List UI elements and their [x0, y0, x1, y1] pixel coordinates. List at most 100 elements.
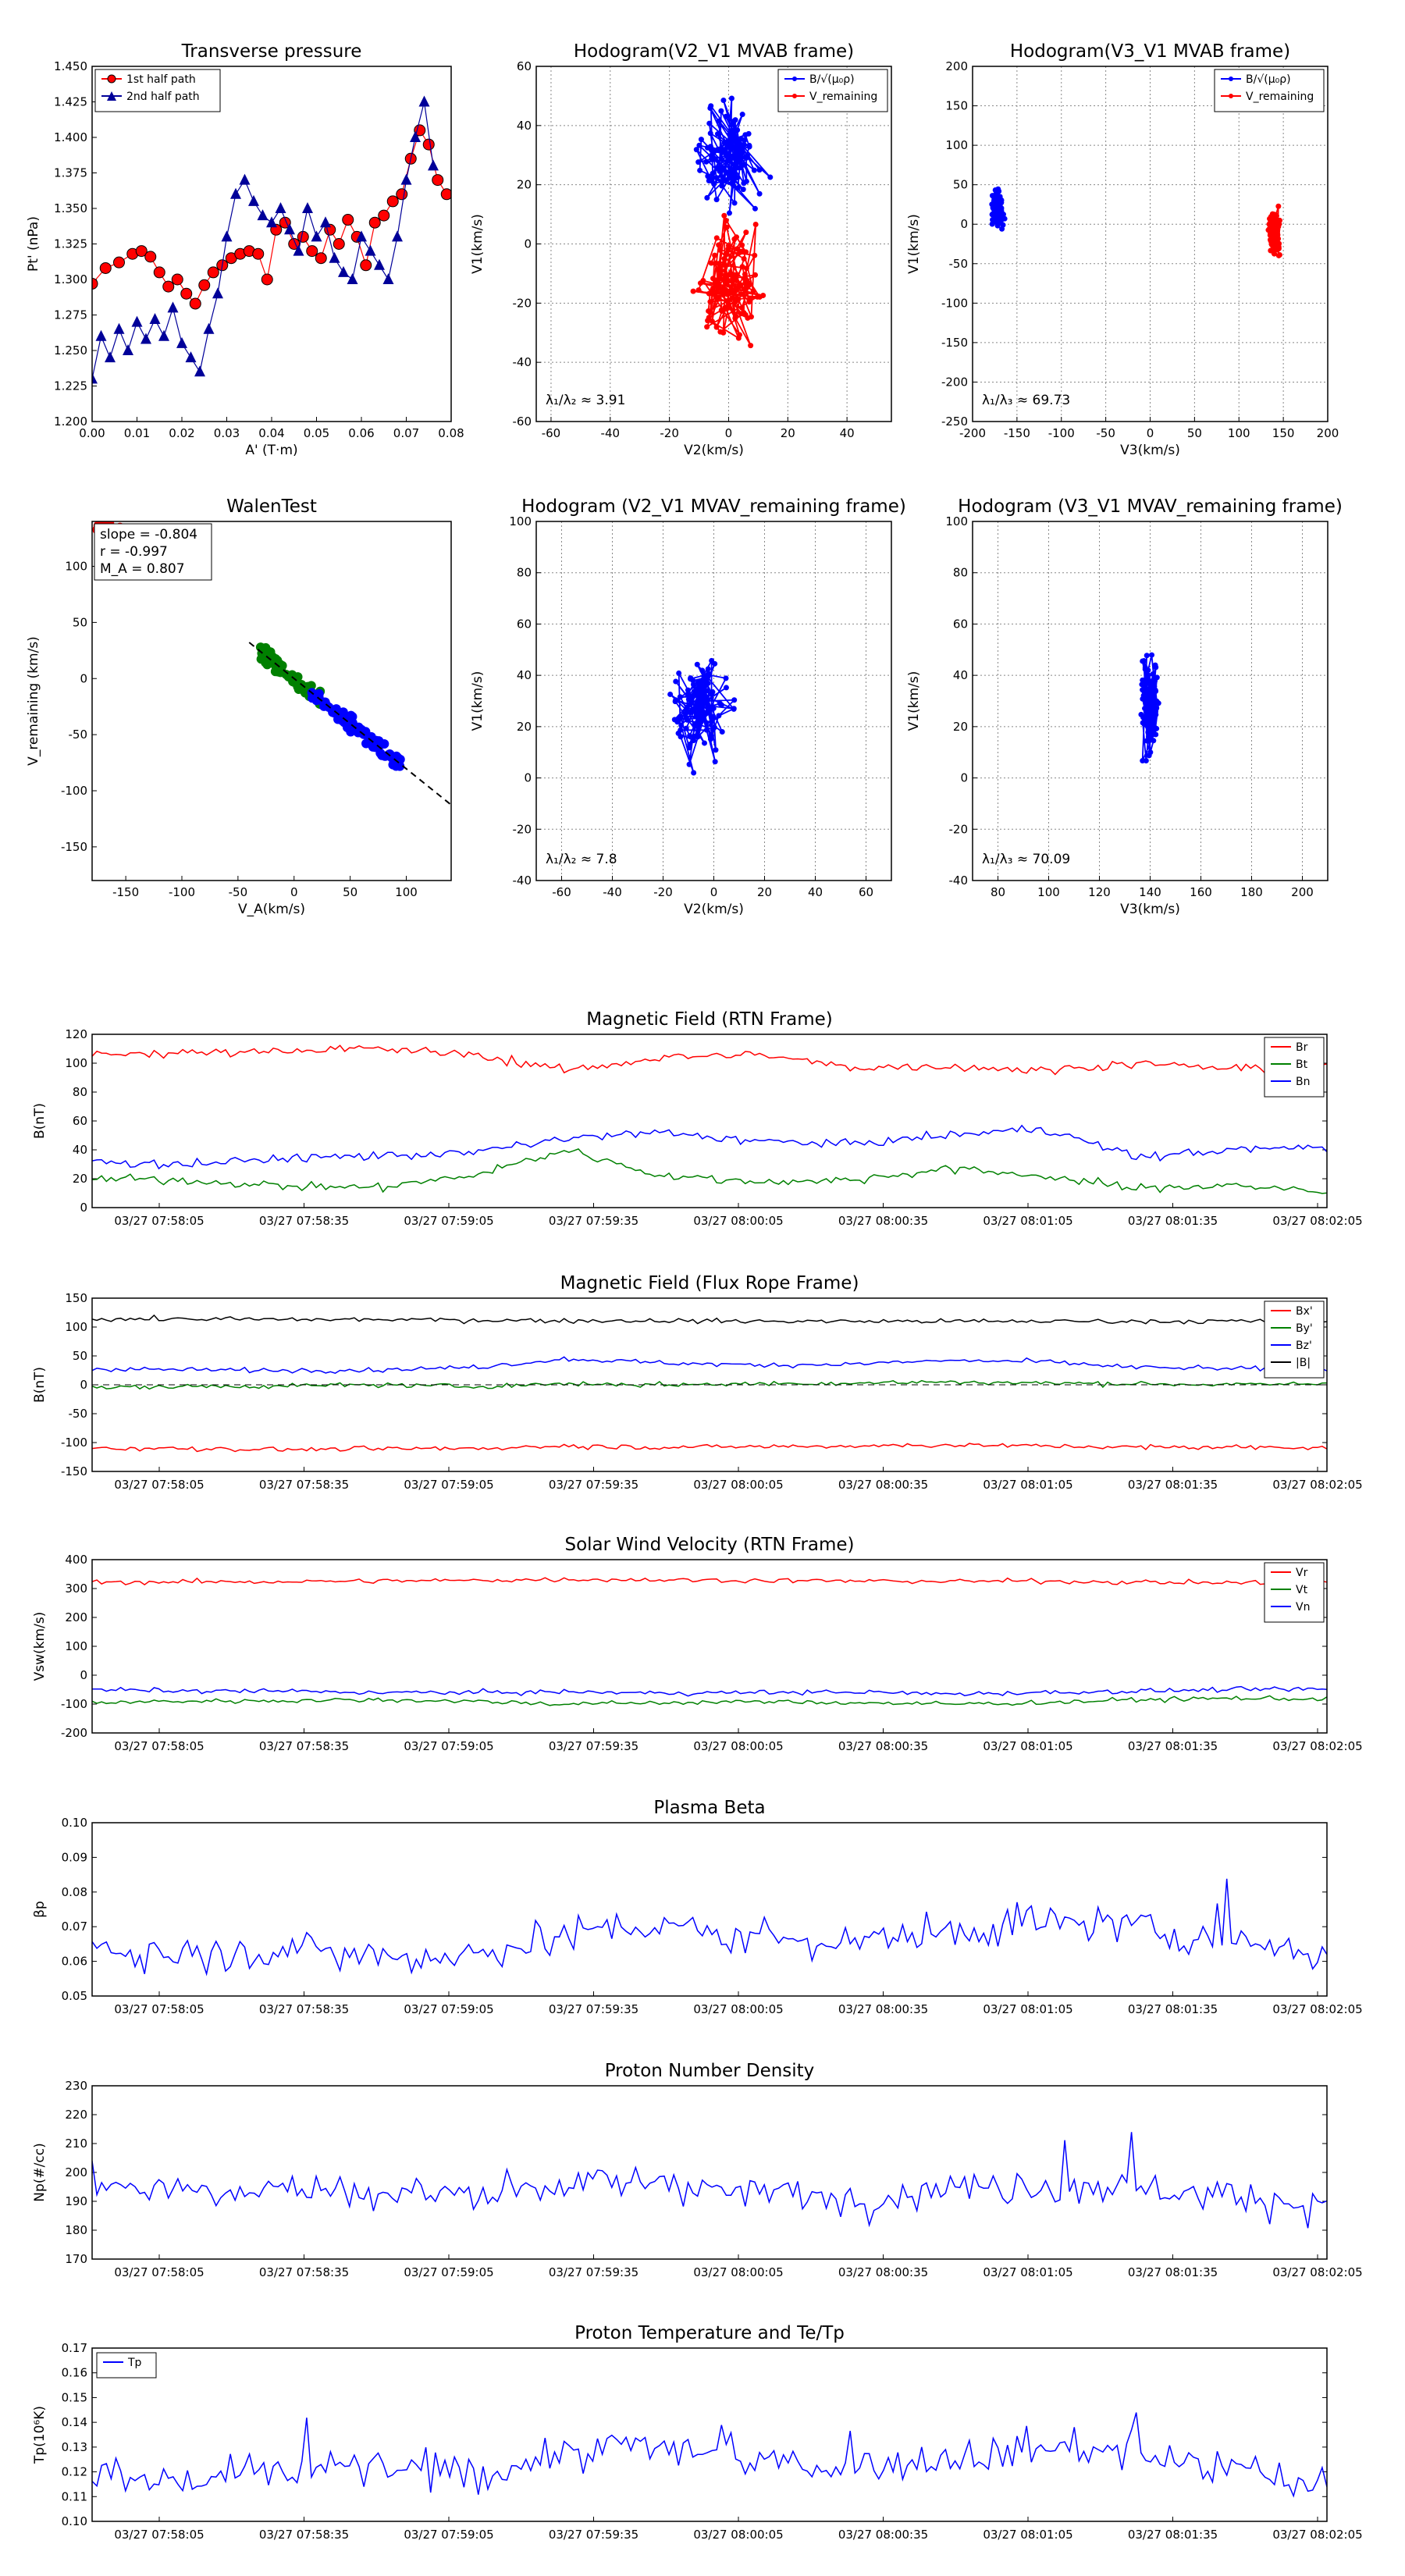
hodogram-point [723, 113, 729, 119]
y-tick-label: 120 [65, 1027, 87, 1041]
hodogram-point [691, 707, 697, 713]
legend-label: Vr [1296, 1567, 1308, 1579]
hodogram-point [700, 277, 706, 283]
y-tick-label: 0.05 [62, 1989, 87, 2003]
hodogram-point [697, 684, 703, 690]
x-tick-label: 0 [290, 885, 298, 899]
hodogram-point [731, 178, 737, 184]
data-point-triangle [92, 372, 98, 384]
hodogram-point [1147, 720, 1153, 727]
x-tick-label: 200 [1317, 426, 1339, 440]
x-tick-label: 03/27 08:00:35 [838, 2002, 928, 2016]
axes-frame [91, 521, 452, 881]
data-layer [92, 1577, 1327, 1706]
y-tick-label: 220 [65, 2108, 87, 2122]
legend-label: |B| [1296, 1357, 1311, 1369]
x-tick-label: 0 [710, 885, 718, 899]
hodogram-point [715, 278, 721, 284]
hodogram-point [719, 729, 725, 735]
x-tick-label: 0.00 [79, 426, 105, 440]
hodogram-point [1143, 758, 1149, 764]
hodogram-point [714, 131, 720, 137]
hodogram-point [735, 175, 741, 181]
hodogram-point [692, 733, 699, 739]
hodogram-point [693, 147, 699, 153]
data-layer [667, 657, 738, 776]
hodogram-point [736, 283, 742, 289]
y-tick-label: 1.325 [54, 237, 87, 251]
hodogram-point [723, 217, 729, 223]
chart-title: Hodogram(V2_V1 MVAB frame) [574, 41, 854, 62]
hodogram-point [699, 678, 705, 684]
y-tick-label: 1.375 [54, 166, 87, 180]
data-point-triangle [320, 216, 331, 228]
eigen-ratio: λ₁/λ₂ ≈ 7.8 [546, 852, 617, 867]
hodogram-point [725, 304, 731, 311]
hodogram-point [734, 138, 740, 144]
hodogram-point [708, 260, 714, 266]
hodogram-point [735, 246, 741, 252]
x-tick-label: -100 [169, 885, 195, 899]
data-layer [92, 1044, 1327, 1194]
y-tick-label: 100 [945, 138, 968, 152]
hodogram-point [1268, 241, 1275, 247]
hodogram-point [746, 299, 752, 305]
x-tick-label: 40 [840, 426, 855, 440]
hodogram-point [705, 173, 711, 180]
y-tick-label: 1.200 [54, 415, 87, 429]
data-point-triangle [400, 173, 412, 185]
y-tick-label: 0.06 [62, 1955, 87, 1969]
hodogram-point [722, 274, 728, 280]
x-tick-label: 100 [1228, 426, 1250, 440]
hodogram-point [709, 178, 715, 184]
hodogram-point [703, 727, 710, 733]
data-point-triangle [95, 329, 107, 341]
y-tick-label: 100 [65, 560, 87, 574]
data-point-circle [386, 195, 399, 208]
eigen-ratio: λ₁/λ₃ ≈ 70.09 [982, 852, 1070, 867]
data-point-triangle [311, 230, 322, 242]
hodogram-point [741, 256, 747, 262]
legend-box [777, 69, 888, 112]
x-tick-label: 03/27 07:59:35 [549, 1478, 638, 1492]
y-axis-label: βp [32, 1901, 48, 1918]
hodogram-point [752, 205, 758, 212]
y-tick-label: 200 [65, 2165, 87, 2179]
x-tick-label: -150 [112, 885, 139, 899]
hodogram-point [746, 142, 752, 148]
y-tick-label: 1.250 [54, 343, 87, 358]
x-tick-label: 03/27 08:02:05 [1272, 1739, 1362, 1753]
hodogram-point [737, 153, 743, 159]
y-tick-label: -150 [61, 1464, 87, 1478]
y-tick-label: 210 [65, 2137, 87, 2151]
y-tick-label: 1.225 [54, 379, 87, 393]
data-point-circle [198, 279, 211, 291]
timeseries-panel-4: 170 180 190 200 210 220 230 03/27 07:58:05 03/27… [32, 2061, 1363, 2279]
x-axis-label: A' (T·m) [245, 443, 297, 458]
panel-4: -60 -40 -20 0 20 40 60 -40 -20 0 20 40 60 80 100 λ₁/λ₂ … [470, 496, 906, 917]
hodogram-point [1140, 658, 1146, 664]
hodogram-point [723, 685, 729, 691]
x-tick-label: 03/27 07:59:35 [549, 1739, 638, 1753]
y-tick-label: 0.16 [62, 2366, 87, 2380]
hodogram-point [699, 667, 706, 674]
hodogram-point [704, 688, 710, 694]
data-point-triangle [194, 365, 205, 377]
legend-label: Vn [1296, 1601, 1310, 1614]
hodogram-point [690, 681, 696, 688]
x-tick-label: 0.02 [169, 426, 194, 440]
legend-marker [792, 76, 797, 81]
data-point-triangle [176, 336, 187, 348]
data-point-triangle [113, 322, 125, 334]
y-tick-label: -200 [941, 375, 968, 389]
y-axis-label: V1(km/s) [470, 214, 486, 274]
x-tick-label: 03/27 08:00:05 [693, 2265, 783, 2279]
y-axis-label: V1(km/s) [906, 214, 922, 274]
hodogram-point [1149, 731, 1155, 738]
axes-frame [535, 521, 892, 881]
hodogram-point [717, 168, 723, 174]
hodogram-point [748, 314, 754, 320]
chart-title: Magnetic Field (Flux Rope Frame) [560, 1273, 859, 1293]
data-layer [92, 1878, 1327, 1976]
x-tick-label: 03/27 07:58:35 [259, 2265, 349, 2279]
